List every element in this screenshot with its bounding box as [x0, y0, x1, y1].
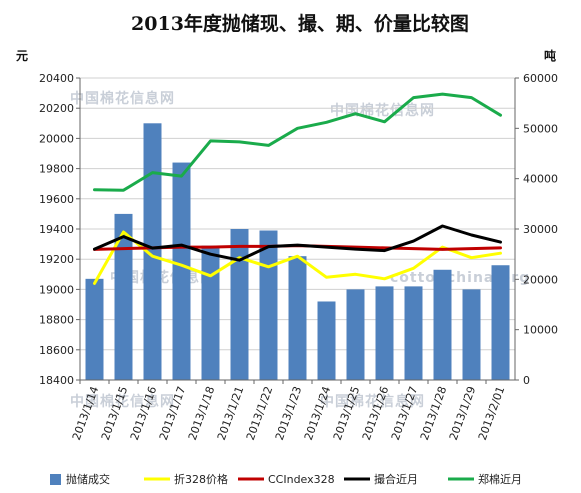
series-line: [93, 230, 502, 285]
right-tick-label: 30000: [523, 223, 558, 236]
left-tick-label: 20200: [39, 102, 74, 115]
bar: [230, 229, 249, 380]
x-tick-label: 2013/1/29: [447, 385, 479, 442]
right-tick-label: 10000: [523, 324, 558, 337]
chart-title: 2013年度抛储现、撮、期、价量比较图: [131, 12, 469, 35]
bar: [404, 286, 423, 380]
watermark-text: 中国棉花信息网: [70, 393, 175, 410]
right-tick-label: 0: [523, 374, 530, 387]
bar: [317, 301, 336, 380]
left-tick-label: 19000: [39, 283, 74, 296]
left-tick-label: 19800: [39, 163, 74, 176]
right-tick-label: 60000: [523, 72, 558, 85]
legend-swatch: [50, 474, 61, 485]
left-tick-label: 19400: [39, 223, 74, 236]
left-axis-unit: 元: [16, 49, 28, 63]
legend: 抛储成交 折328价格 CCIndex328 撮合近月 郑棉近月: [50, 472, 522, 486]
bar: [201, 245, 220, 380]
watermark-text: 中国棉花信息网: [320, 393, 425, 410]
bar: [491, 265, 510, 380]
legend-label: 抛储成交: [66, 472, 110, 486]
x-tick-label: 2013/1/21: [215, 385, 247, 442]
bar: [288, 256, 307, 380]
bar: [259, 230, 278, 380]
left-tick-label: 18600: [39, 344, 74, 357]
bar: [346, 289, 365, 380]
x-tick-label: 2013/1/23: [273, 385, 305, 442]
right-tick-label: 50000: [523, 122, 558, 135]
right-axis-unit: 吨: [544, 48, 556, 63]
x-tick-label: 2013/2/01: [476, 385, 508, 442]
x-tick-label: 2013/1/18: [186, 385, 218, 442]
series-line: [93, 224, 502, 262]
series-line: [93, 92, 502, 192]
watermark-text: 中国棉花信息网: [70, 90, 175, 107]
legend-label: CCIndex328: [268, 473, 335, 486]
legend-label: 撮合近月: [374, 472, 418, 486]
left-tick-label: 19600: [39, 193, 74, 206]
bar: [462, 289, 481, 380]
bar: [375, 286, 394, 380]
bar-series: [85, 123, 510, 381]
x-tick-label: 2013/1/24: [302, 385, 334, 442]
right-tick-label: 40000: [523, 173, 558, 186]
right-tick-label: 20000: [523, 273, 558, 286]
legend-label: 郑棉近月: [478, 472, 522, 486]
left-tick-label: 19200: [39, 253, 74, 266]
line-series: [93, 92, 502, 285]
left-tick-label: 18400: [39, 374, 74, 387]
bar: [172, 162, 191, 380]
bar: [433, 269, 452, 380]
bar: [114, 213, 133, 380]
bar: [143, 123, 162, 381]
left-tick-label: 18800: [39, 314, 74, 327]
bar: [85, 278, 104, 380]
legend-label: 折328价格: [174, 472, 228, 486]
left-tick-label: 20000: [39, 132, 74, 145]
x-tick-label: 2013/1/22: [244, 385, 276, 442]
left-tick-label: 20400: [39, 72, 74, 85]
